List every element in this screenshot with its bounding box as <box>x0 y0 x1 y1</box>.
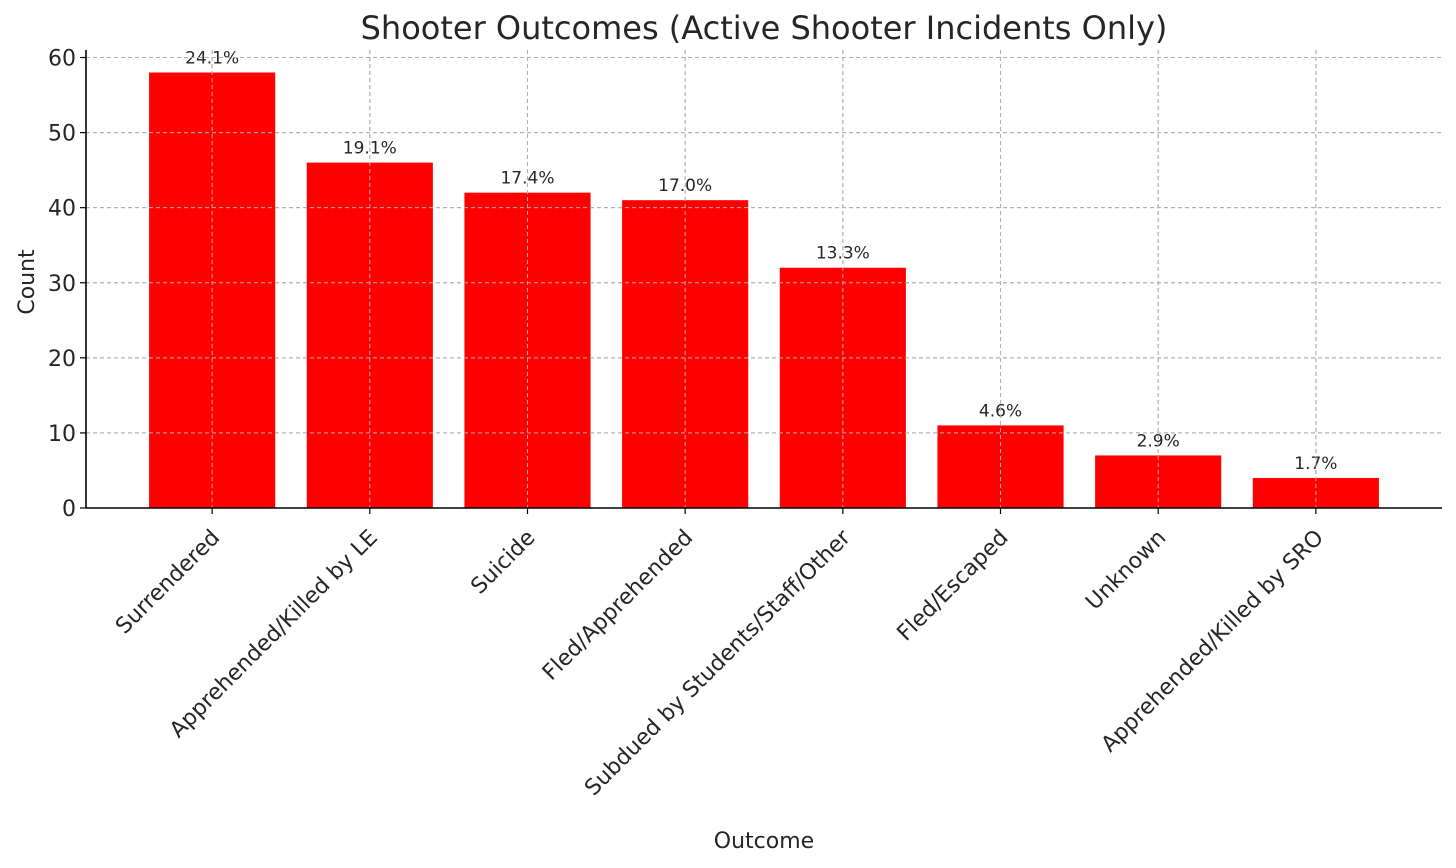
axes <box>85 50 1442 509</box>
y-tick-label: 40 <box>48 197 76 222</box>
y-tick-label: 50 <box>48 122 76 147</box>
x-tick-label: Fled/Escaped <box>893 525 1014 646</box>
bar-value-label: 4.6% <box>979 401 1022 421</box>
y-tick-label: 0 <box>62 497 76 522</box>
y-axis-ticks: 0 10 20 30 40 50 60 <box>48 47 86 522</box>
y-tick-label: 20 <box>48 347 76 372</box>
y-tick-label: 30 <box>48 272 76 297</box>
x-tick-label: Suicide <box>466 525 540 599</box>
bar <box>464 192 591 508</box>
bar-labels: 24.1%19.1%17.4% 17.0%13.3%4.6%2.9%1.7% <box>86 49 1442 508</box>
grid <box>86 50 1442 509</box>
x-tick-label: Fled/Apprehended <box>538 525 698 685</box>
y-tick-label: 10 <box>48 422 76 447</box>
y-tick-label: 60 <box>48 47 76 72</box>
x-tick-label: Unknown <box>1081 525 1171 615</box>
x-tick-label: Subdued by Students/Staff/Other <box>580 525 856 801</box>
bar-value-label: 2.9% <box>1137 431 1180 451</box>
x-tick-label: Surrendered <box>111 525 225 639</box>
chart-title: Shooter Outcomes (Active Shooter Inciden… <box>361 9 1168 47</box>
bars <box>149 72 1379 508</box>
x-axis-title: Outcome <box>714 829 814 854</box>
y-axis-title: Count <box>15 249 40 315</box>
